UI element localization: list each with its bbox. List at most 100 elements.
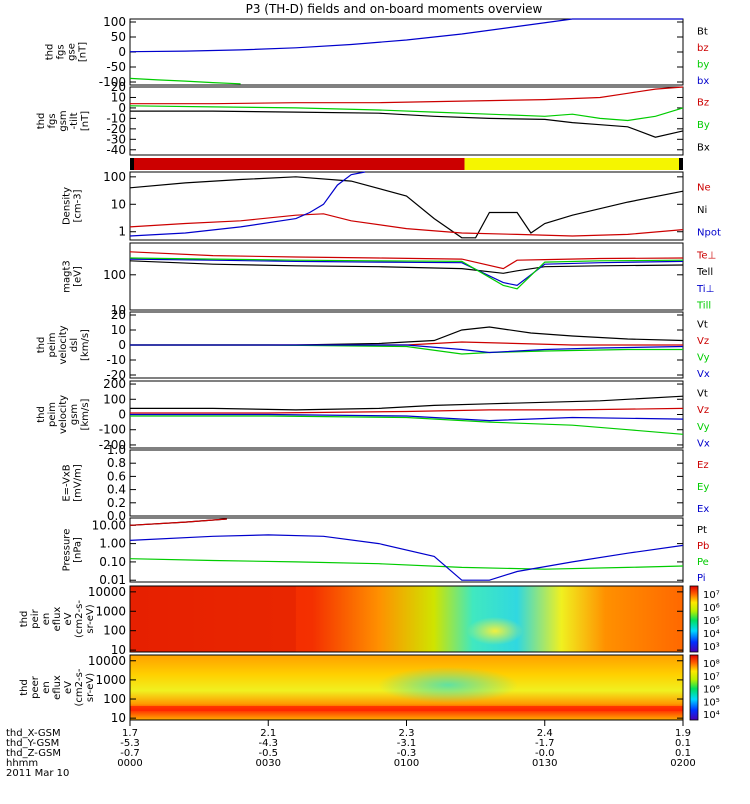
y-axis-title-line: peim (47, 402, 58, 427)
y-tick-label: -20 (106, 122, 126, 136)
x-tick-value: 0.1 (675, 748, 691, 759)
legend-entry-ni: Ni (697, 205, 707, 216)
y-axis-title-line: eflux (52, 675, 63, 700)
legend-entry-ti⊥: Ti⊥ (696, 284, 714, 295)
series-Ne (129, 213, 684, 237)
y-axis-title: Density[cm-3] (62, 187, 84, 225)
y-axis-title-line: [km/s] (80, 398, 91, 430)
y-tick-label: 0.8 (107, 456, 126, 470)
panel-magt3: 100 10 magt3[eV] Te⊥ Tell Ti⊥ Till (62, 242, 716, 317)
series-Till (129, 257, 684, 290)
series-Vx (130, 344, 684, 354)
y-axis-title-line: peer (30, 675, 41, 699)
y-tick-label: 100 (103, 692, 126, 706)
time-axis: thd_X-GSM 1.7 2.1 2.3 2.4 1.9 thd_Y-GSM -5.3 -4.… (6, 720, 696, 779)
series-By (129, 105, 684, 122)
series-Pi (129, 534, 684, 581)
y-tick-label: -200 (99, 438, 126, 452)
x-tick-value: -5.3 (120, 738, 140, 749)
panel-frame (129, 171, 684, 241)
y-tick-label: 10 (111, 643, 126, 657)
x-tick-value: 0130 (532, 758, 557, 769)
legend-entry-te⊥: Te⊥ (696, 250, 716, 261)
legend-entry-bx: bx (697, 76, 709, 87)
y-tick-label: 1.00 (99, 537, 126, 551)
y-axis-title-line: gsm (58, 110, 69, 131)
y-axis-title-line: thd (19, 679, 30, 696)
y-axis-title-line: dsl (69, 338, 80, 352)
legend-entry-vt: Vt (697, 319, 708, 330)
y-axis-title-line: (cm2-s- (74, 600, 85, 638)
panel-frame (129, 18, 684, 86)
x-tick-value: -4.3 (258, 738, 278, 749)
y-tick-label: 100 (103, 268, 126, 282)
y-tick-label: -20 (106, 368, 126, 382)
spectrogram-feature (377, 667, 518, 703)
x-tick-value: 2.4 (537, 728, 553, 739)
series-Bx (130, 110, 684, 138)
y-axis-title-line: -tilt (69, 112, 80, 129)
x-tick-value: -3.1 (397, 738, 417, 749)
y-axis-title-line: [nT] (78, 42, 89, 62)
y-tick-label: 1.0 (107, 443, 126, 457)
legend-entry-till: Till (696, 301, 711, 312)
series-Ni (129, 176, 684, 239)
y-axis-title-line: fgs (56, 44, 67, 59)
series-Vt (130, 326, 684, 346)
spectrogram-feature (466, 617, 523, 645)
y-tick-label: 0.6 (107, 469, 126, 483)
y-tick-label: 0.0 (107, 509, 126, 523)
x-tick-value: 0030 (256, 758, 281, 769)
x-tick-value: -1.7 (535, 738, 555, 749)
y-tick-label: 0.4 (107, 483, 126, 497)
mode-bar-edge (679, 158, 683, 170)
y-axis-title: E=-VxB[mV/m] (62, 464, 84, 502)
y-axis-title-line: magt3 (62, 260, 73, 293)
y-tick-label: -50 (106, 60, 126, 74)
y-tick-label: -30 (106, 132, 126, 146)
mode-bar-red (130, 158, 465, 170)
x-tick-value: -0.3 (397, 748, 417, 759)
y-tick-label: 200 (103, 377, 126, 391)
y-axis-title-line: [nT] (80, 111, 91, 131)
legend-entry-vx: Vx (697, 369, 710, 380)
y-axis-title-line: Pressure (62, 529, 73, 572)
y-tick-label: 100 (103, 392, 126, 406)
y-tick-label: 0.10 (99, 555, 126, 569)
y-tick-label: 10 (111, 90, 126, 104)
legend-entry-vz: Vz (697, 336, 709, 347)
x-axis-row-label: thd_X-GSM (6, 728, 61, 739)
y-tick-label: 0.2 (107, 496, 126, 510)
x-tick-value: 0000 (117, 758, 142, 769)
y-axis-title: thdpeirenefluxeV(cm2-s-sr-eV) (19, 600, 96, 638)
series-Vy (130, 415, 684, 435)
colorbar-tick-label: 10⁷ (703, 672, 720, 683)
y-axis-title: Pressure[nPa] (62, 529, 84, 572)
y-axis-title: thdpeimvelocitydsl[km/s] (36, 325, 91, 364)
legend-entry-bz: Bz (697, 97, 709, 108)
panel-esa-mode (130, 158, 683, 170)
y-tick-label: 10 (111, 711, 126, 725)
y-tick-label: 0 (118, 408, 126, 422)
y-tick-label: 10000 (88, 585, 126, 599)
legend-entry-vt: Vt (697, 388, 708, 399)
x-tick-value: 2.1 (260, 728, 276, 739)
colorbar-tick-label: 10⁸ (703, 659, 720, 670)
spectrogram-band (130, 586, 296, 652)
y-axis-title-line: velocity (58, 325, 69, 364)
y-tick-label: 0 (118, 45, 126, 59)
legend-entry-bz: bz (697, 43, 709, 54)
series-Vx (130, 413, 684, 422)
y-axis-title-line: thd (36, 113, 47, 130)
colorbar-tick-label: 10⁷ (703, 590, 720, 601)
y-axis-title-line: peir (30, 608, 41, 628)
y-axis-title-line: eV (63, 612, 74, 625)
y-axis-title: thdpeerenefluxeV(cm2-s-sr-eV) (19, 668, 96, 706)
y-axis-title: thdpeimvelocitygsm[km/s] (36, 395, 91, 434)
colorbar (689, 585, 699, 653)
